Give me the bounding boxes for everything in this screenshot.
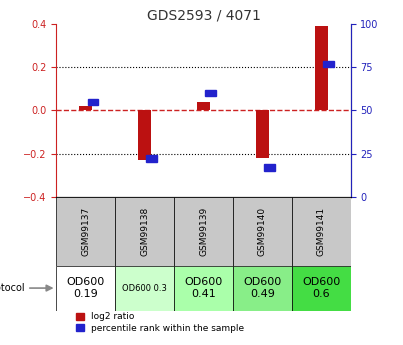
Text: OD600
0.41: OD600 0.41 [185, 277, 222, 299]
Text: OD600 0.3: OD600 0.3 [122, 284, 167, 293]
Bar [205, 90, 216, 96]
Bar [315, 26, 328, 110]
Bar [233, 197, 292, 266]
Text: GSM99140: GSM99140 [258, 207, 267, 256]
Bar [56, 266, 115, 311]
Bar [79, 106, 92, 110]
Bar [256, 110, 269, 158]
Bar [197, 102, 210, 110]
Bar [87, 99, 98, 105]
Bar [115, 266, 174, 311]
Text: GSM99139: GSM99139 [199, 207, 208, 256]
Bar [146, 156, 157, 162]
Bar [264, 164, 275, 170]
Title: GDS2593 / 4071: GDS2593 / 4071 [147, 9, 260, 23]
Bar [292, 266, 351, 311]
Bar [174, 197, 233, 266]
Bar [56, 197, 115, 266]
Bar [115, 197, 174, 266]
Text: GSM99137: GSM99137 [81, 207, 90, 256]
Text: OD600
0.49: OD600 0.49 [243, 277, 281, 299]
Text: OD600
0.19: OD600 0.19 [67, 277, 105, 299]
Text: GSM99141: GSM99141 [317, 207, 326, 256]
Text: OD600
0.6: OD600 0.6 [302, 277, 340, 299]
Text: growth protocol: growth protocol [0, 283, 52, 293]
Bar [233, 266, 292, 311]
Bar [292, 197, 351, 266]
Bar [138, 110, 151, 160]
Legend: log2 ratio, percentile rank within the sample: log2 ratio, percentile rank within the s… [76, 312, 244, 333]
Bar [323, 61, 334, 67]
Text: GSM99138: GSM99138 [140, 207, 149, 256]
Bar [174, 266, 233, 311]
